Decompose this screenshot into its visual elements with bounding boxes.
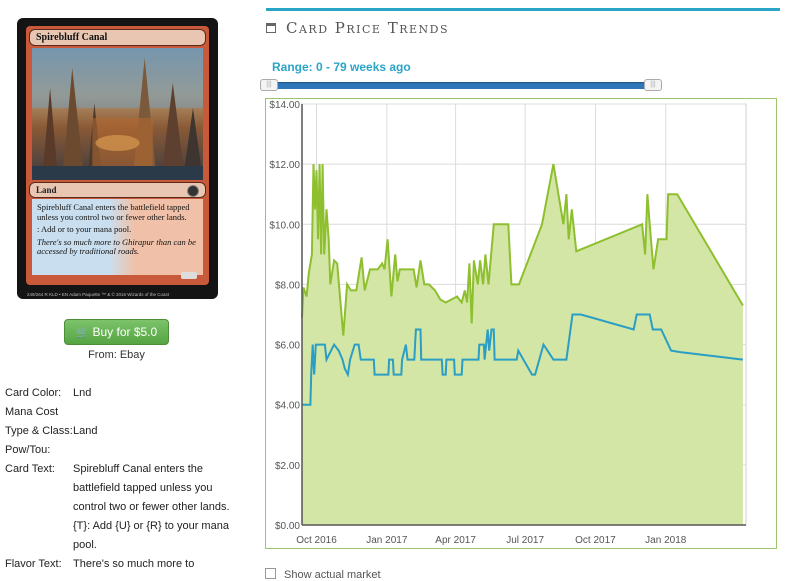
range-slider-handle-start[interactable]: |||	[260, 79, 278, 91]
card-artist-plate	[181, 272, 197, 279]
shopping-cart-icon: 🛒	[75, 327, 90, 339]
detail-row: Card Color: Lnd	[5, 384, 233, 403]
panel-title: Card Price Trends	[266, 19, 449, 37]
show-market-label: Show actual market	[284, 569, 381, 581]
card-footer: 249/264 R KLD • EN Adam Paquette ™ & © 2…	[27, 292, 208, 297]
card-copyright: ™ & © 2016 Wizards of the Coast	[101, 292, 170, 297]
fair-price-area	[302, 164, 743, 525]
card-image: Spirebluff Canal Land Spirebluff Canal e…	[17, 18, 218, 299]
detail-label: Pow/Tou:	[5, 444, 51, 456]
detail-row: Pow/Tou:	[5, 441, 233, 460]
detail-label: Card Text:	[5, 463, 55, 475]
detail-value	[73, 403, 233, 422]
card-set-info: KLD • EN	[49, 292, 69, 297]
x-tick-label: Apr 2017	[435, 535, 476, 546]
detail-value: Lnd	[73, 387, 92, 399]
low-price-line	[302, 313, 744, 406]
detail-row: Type & Class: Land	[5, 422, 233, 441]
detail-value	[73, 441, 233, 460]
y-tick-label: $0.00	[275, 521, 300, 532]
y-tick-label: $10.00	[269, 220, 300, 231]
y-tick-label: $2.00	[275, 461, 300, 472]
detail-row: Mana Cost	[5, 403, 233, 422]
y-tick-label: $8.00	[275, 280, 300, 291]
detail-value: Land	[73, 425, 98, 437]
panel-top-rule	[266, 8, 780, 11]
x-tick-label: Jan 2017	[366, 535, 408, 546]
x-tick-label: Oct 2016	[296, 535, 337, 546]
fair-price-line	[301, 163, 744, 336]
buy-button-label: Buy for $5.0	[92, 325, 158, 339]
detail-label: Card Color:	[5, 387, 62, 399]
detail-row: Card Text: Spirebluff Canal enters the ba…	[5, 460, 233, 555]
card-flavor-text: There's so much more to Ghirapur than ca…	[37, 236, 196, 256]
y-tick-label: $4.00	[275, 401, 300, 412]
card-textbox: Spirebluff Canal enters the battlefield …	[32, 199, 203, 275]
y-tick-label: $12.00	[269, 160, 300, 171]
calendar-icon	[266, 23, 276, 33]
range-slider[interactable]: ||| |||	[260, 79, 662, 91]
set-symbol-icon	[187, 185, 199, 197]
price-chart: $0.00 $2.00 $4.00 $6.00 $8.00 $10.00 $12.00 $14…	[265, 98, 777, 549]
card-title: Spirebluff Canal	[29, 29, 206, 46]
x-tick-label: Oct 2017	[575, 535, 616, 546]
detail-label: Flavor Text:	[5, 558, 62, 570]
card-type-text: Land	[36, 185, 57, 195]
detail-label: Type & Class:	[5, 425, 73, 437]
card-ability-text: : Add or to your mana pool.	[37, 224, 132, 234]
x-tick-label: Jul 2017	[506, 535, 544, 546]
price-chart-svg: $0.00 $2.00 $4.00 $6.00 $8.00 $10.00 $12.00 $14…	[269, 100, 747, 546]
detail-value: There's so much more to	[73, 558, 195, 570]
card-frame: Spirebluff Canal Land Spirebluff Canal e…	[26, 26, 209, 285]
range-slider-handle-end[interactable]: |||	[644, 79, 662, 91]
range-label: Range: 0 - 79 weeks ago	[272, 60, 411, 74]
buy-source: From: Ebay	[88, 349, 145, 361]
card-art	[32, 48, 203, 180]
range-slider-track[interactable]	[260, 82, 662, 89]
card-rules-text: Spirebluff Canal enters the battlefield …	[37, 202, 190, 222]
buy-button[interactable]: 🛒 Buy for $5.0	[64, 319, 169, 345]
card-collector-info: 249/264 R	[27, 292, 48, 297]
x-tick-label: Jan 2018	[645, 535, 687, 546]
card-details: Card Color: Lnd Mana Cost Type & Class: Land…	[5, 384, 233, 574]
y-tick-label: $14.00	[269, 100, 300, 111]
card-type-line: Land	[29, 182, 206, 198]
panel-title-text: Card Price Trends	[286, 19, 450, 37]
detail-value: Spirebluff Canal enters the battlefield …	[73, 463, 230, 551]
detail-row: Flavor Text: There's so much more to	[5, 555, 233, 574]
detail-label: Mana Cost	[5, 406, 59, 418]
card-artist: Adam Paquette	[69, 292, 101, 297]
show-market-checkbox[interactable]	[265, 568, 276, 579]
y-tick-label: $6.00	[275, 341, 300, 352]
